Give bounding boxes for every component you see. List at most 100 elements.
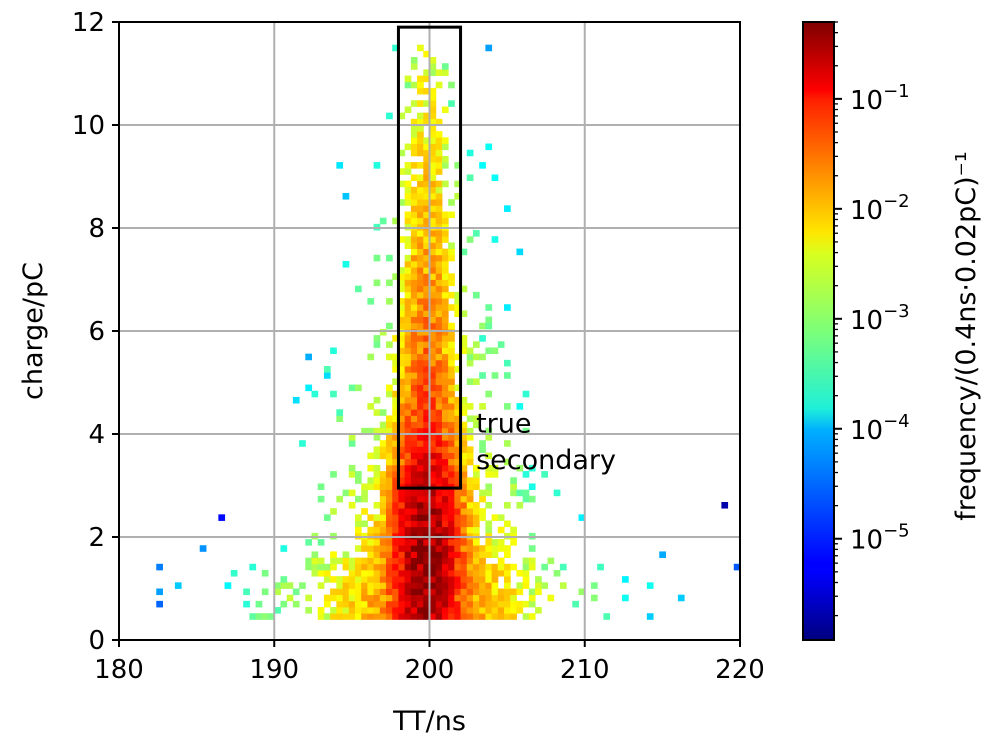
heatmap-cell	[398, 588, 406, 596]
heatmap-cell	[429, 582, 437, 589]
heatmap-cell	[299, 582, 306, 589]
heatmap-cell	[373, 551, 381, 558]
heatmap-cell	[404, 551, 412, 558]
heatmap-cell	[435, 545, 443, 552]
heatmap-cell	[466, 458, 474, 466]
heatmap-cell	[460, 471, 468, 478]
heatmap-cell	[392, 217, 399, 225]
heatmap-cell	[417, 446, 424, 453]
heatmap-cell	[404, 192, 412, 200]
heatmap-cell	[317, 539, 325, 546]
heatmap-cell	[392, 44, 399, 52]
heatmap-cell	[410, 63, 418, 70]
heatmap-cell	[336, 594, 344, 602]
heatmap-cell	[404, 353, 412, 361]
heatmap-cell	[404, 372, 412, 379]
heatmap-cell	[485, 143, 493, 151]
heatmap-cell	[510, 539, 517, 546]
heatmap-cell	[429, 273, 437, 280]
heatmap-cell	[435, 205, 443, 212]
heatmap-cell	[522, 489, 530, 497]
heatmap-cell	[441, 137, 449, 144]
heatmap-cell	[417, 526, 424, 534]
heatmap-cell	[386, 539, 393, 546]
heatmap-cell	[417, 594, 424, 602]
heatmap-cell	[373, 434, 381, 441]
colorbar-tick-label: 10−4	[850, 411, 910, 446]
heatmap-cell	[522, 390, 530, 398]
heatmap-cell	[448, 427, 455, 435]
heatmap-cell	[479, 514, 486, 521]
heatmap-cell	[460, 434, 468, 441]
heatmap-cell	[373, 335, 381, 342]
heatmap-cell	[466, 149, 474, 157]
heatmap-cell	[373, 446, 381, 453]
heatmap-cell	[435, 316, 443, 324]
heatmap-cell	[410, 440, 418, 447]
heatmap-cell	[361, 600, 368, 608]
heatmap-cell	[398, 384, 406, 392]
heatmap-cell	[423, 335, 430, 342]
heatmap-cell	[404, 236, 412, 243]
heatmap-cell	[423, 508, 430, 515]
heatmap-cell	[417, 390, 424, 398]
heatmap-cell	[429, 563, 437, 571]
heatmap-cell	[386, 341, 393, 348]
heatmap-cell	[410, 403, 418, 410]
heatmap-cell	[435, 236, 443, 243]
heatmap-cell	[479, 508, 486, 515]
annotation-box	[396, 25, 463, 490]
heatmap-cell	[441, 328, 449, 336]
heatmap-cell	[553, 569, 561, 577]
heatmap-cell	[429, 421, 437, 429]
heatmap-cell	[491, 545, 499, 552]
heatmap-cell	[417, 143, 424, 151]
heatmap-cell	[410, 279, 418, 287]
heatmap-cell	[441, 421, 449, 429]
heatmap-cell	[386, 613, 393, 620]
heatmap-cell	[336, 613, 344, 620]
heatmap-cell	[398, 180, 406, 188]
heatmap-cell	[448, 372, 455, 379]
heatmap-cell	[441, 236, 449, 243]
x-axis-label: TT/ns	[392, 706, 466, 737]
heatmap-cell	[448, 100, 455, 107]
heatmap-cell	[342, 582, 350, 589]
heatmap-cell	[398, 279, 406, 287]
heatmap-cell	[429, 205, 437, 212]
heatmap-cell	[336, 495, 344, 503]
heatmap-cell	[435, 409, 443, 416]
heatmap-cell	[522, 600, 530, 608]
heatmap-cell	[367, 477, 375, 484]
heatmap-cell	[429, 304, 437, 311]
heatmap-cell	[454, 409, 462, 416]
heatmap-cell	[423, 242, 430, 249]
heatmap-cell	[429, 335, 437, 342]
heatmap-cell	[410, 582, 418, 589]
heatmap-cell	[454, 396, 462, 404]
heatmap-cell	[410, 421, 418, 429]
heatmap-cell	[466, 477, 474, 484]
heatmap-cell	[249, 563, 257, 571]
heatmap-cell	[386, 471, 393, 478]
heatmap-cell	[398, 545, 406, 552]
heatmap-cell	[435, 576, 443, 583]
heatmap-cell	[466, 174, 474, 182]
heatmap-cell	[485, 526, 493, 534]
heatmap-cell	[417, 316, 424, 324]
heatmap-cell	[454, 613, 462, 620]
heatmap-cell	[435, 291, 443, 299]
heatmap-cell	[386, 582, 393, 589]
heatmap-cell	[417, 118, 424, 126]
heatmap-cell	[386, 588, 393, 596]
heatmap-cell	[516, 582, 524, 589]
heatmap-cell	[479, 576, 486, 583]
heatmap-cell	[504, 582, 511, 589]
heatmap-cell	[156, 563, 163, 571]
heatmap-cell	[454, 539, 462, 546]
heatmap-cell	[317, 495, 325, 503]
heatmap-cell	[286, 594, 294, 602]
heatmap-cell	[379, 452, 387, 460]
heatmap-cell	[441, 106, 449, 114]
heatmap-cell	[410, 316, 418, 324]
